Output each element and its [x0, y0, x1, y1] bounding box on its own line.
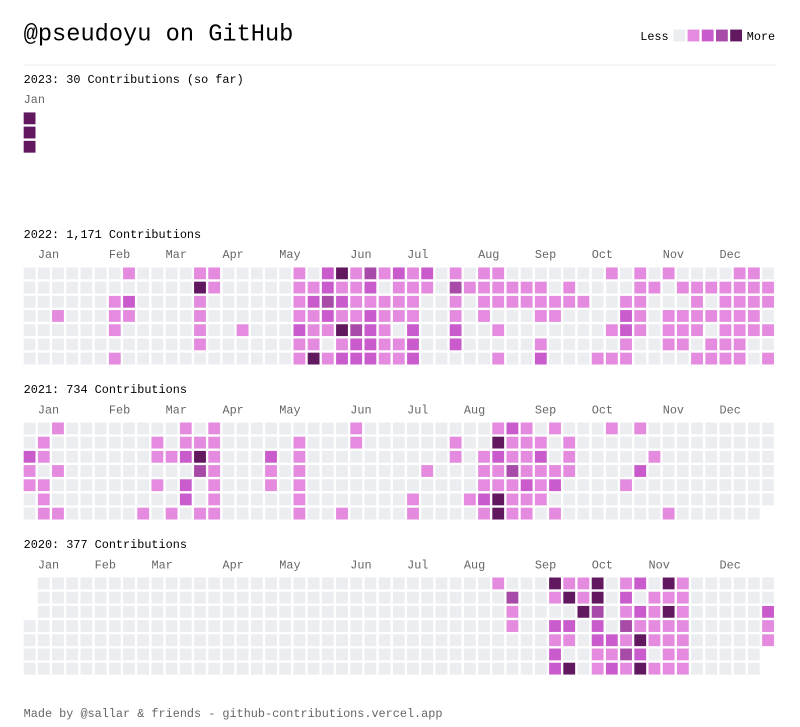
svg-text:Mar: Mar	[166, 248, 187, 262]
svg-text:May: May	[279, 558, 300, 572]
svg-text:Aug: Aug	[464, 558, 485, 572]
svg-text:Jan: Jan	[38, 558, 59, 572]
svg-text:Jan: Jan	[38, 248, 59, 262]
svg-text:2023: 30 Contributions (so far: 2023: 30 Contributions (so far)	[24, 73, 244, 87]
svg-text:Sep: Sep	[535, 403, 556, 417]
svg-text:Jul: Jul	[407, 248, 428, 262]
svg-text:Nov: Nov	[649, 558, 670, 572]
svg-text:2021: 734 Contributions: 2021: 734 Contributions	[24, 383, 187, 397]
svg-text:Feb: Feb	[109, 403, 130, 417]
svg-text:Sep: Sep	[535, 558, 556, 572]
svg-text:Jan: Jan	[24, 93, 45, 107]
svg-text:Jun: Jun	[350, 558, 371, 572]
svg-text:Dec: Dec	[720, 403, 741, 417]
svg-text:Jun: Jun	[350, 248, 371, 262]
svg-text:Aug: Aug	[464, 403, 485, 417]
svg-text:Apr: Apr	[222, 558, 243, 572]
svg-text:Apr: Apr	[222, 403, 243, 417]
svg-text:Aug: Aug	[478, 248, 499, 262]
svg-text:Apr: Apr	[222, 248, 243, 262]
svg-text:Jul: Jul	[407, 558, 428, 572]
svg-text:2020: 377 Contributions: 2020: 377 Contributions	[24, 538, 187, 552]
svg-text:Jan: Jan	[38, 403, 59, 417]
svg-text:Feb: Feb	[109, 248, 130, 262]
svg-text:Sep: Sep	[535, 248, 556, 262]
svg-text:More: More	[747, 30, 775, 44]
svg-text:May: May	[279, 248, 300, 262]
svg-text:Oct: Oct	[592, 558, 613, 572]
svg-text:Nov: Nov	[663, 248, 684, 262]
svg-text:Mar: Mar	[151, 558, 172, 572]
svg-text:@pseudoyu on GitHub: @pseudoyu on GitHub	[24, 22, 294, 49]
svg-text:Made by @sallar & friends - gi: Made by @sallar & friends - github-contr…	[24, 707, 443, 721]
svg-text:Dec: Dec	[720, 248, 741, 262]
svg-text:Mar: Mar	[166, 403, 187, 417]
svg-text:Feb: Feb	[95, 558, 116, 572]
svg-text:Oct: Oct	[592, 248, 613, 262]
svg-text:Oct: Oct	[592, 403, 613, 417]
svg-text:Less: Less	[640, 30, 668, 44]
svg-text:Dec: Dec	[720, 558, 741, 572]
svg-text:2022: 1,171 Contributions: 2022: 1,171 Contributions	[24, 228, 201, 242]
svg-text:Nov: Nov	[663, 403, 684, 417]
svg-text:May: May	[279, 403, 300, 417]
svg-text:Jul: Jul	[407, 403, 428, 417]
svg-text:Jun: Jun	[350, 403, 371, 417]
